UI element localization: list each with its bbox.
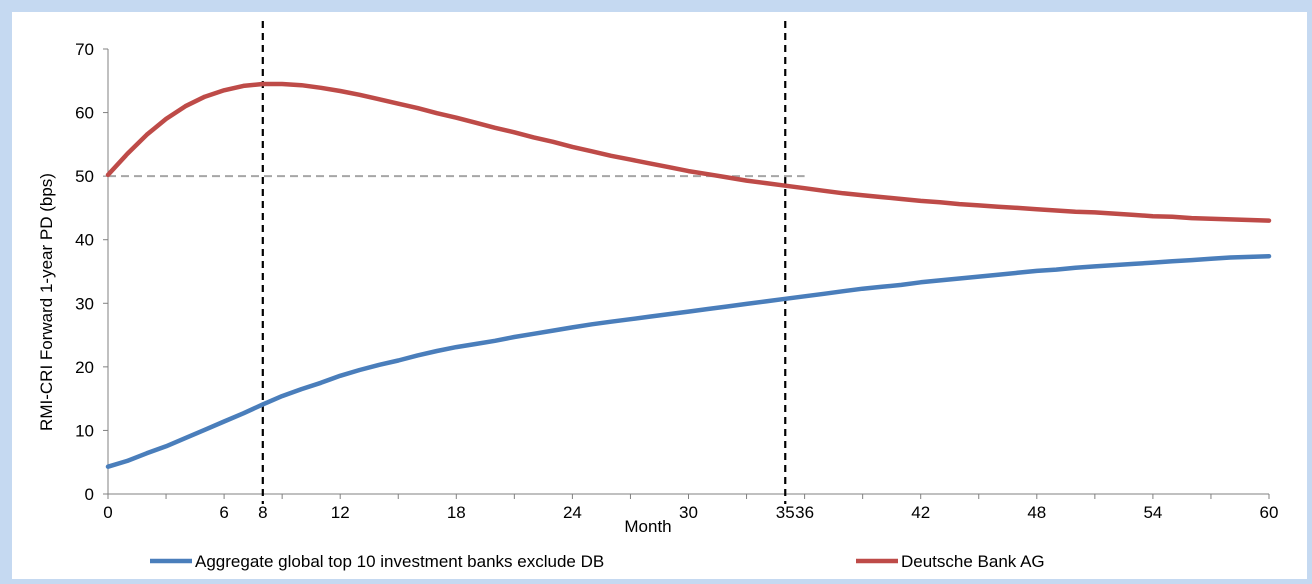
y-tick-label: 30 [75,294,94,313]
y-tick-label: 60 [75,104,94,123]
x-tick-label: 18 [447,503,466,522]
x-tick-label: 0 [103,503,112,522]
x-tick-label: 35 [776,503,795,522]
axes: 0 10 20 30 40 50 60 70 0 6 8 12 18 24 30 35 36 42 48 54 60 [75,40,1278,522]
legend: Aggregate global top 10 investment banks… [150,552,1045,571]
series-line-2 [105,81,1272,223]
x-tick-label: 6 [219,503,228,522]
x-tick-label: 30 [679,503,698,522]
series-lines [105,81,1272,469]
y-tick-label: 0 [85,485,94,504]
series-line-1 [105,253,1272,469]
x-axis-label: Month [624,517,671,536]
reference-lines [108,21,805,504]
y-axis-label: RMI-CRI Forward 1-year PD (bps) [37,173,56,431]
x-tick-label: 60 [1260,503,1279,522]
legend-label: Aggregate global top 10 investment banks… [195,552,604,571]
plot-background [12,12,1307,579]
x-tick-label: 36 [795,503,814,522]
x-tick-label: 54 [1143,503,1162,522]
x-tick-label: 12 [331,503,350,522]
x-tick-label: 24 [563,503,582,522]
y-tick-label: 70 [75,40,94,59]
x-tick-label: 42 [911,503,930,522]
y-tick-label: 40 [75,231,94,250]
x-tick-label: 8 [258,503,267,522]
y-tick-label: 10 [75,421,94,440]
legend-label: Deutsche Bank AG [901,552,1045,571]
y-tick-label: 50 [75,167,94,186]
x-tick-label: 48 [1027,503,1046,522]
y-tick-label: 20 [75,358,94,377]
